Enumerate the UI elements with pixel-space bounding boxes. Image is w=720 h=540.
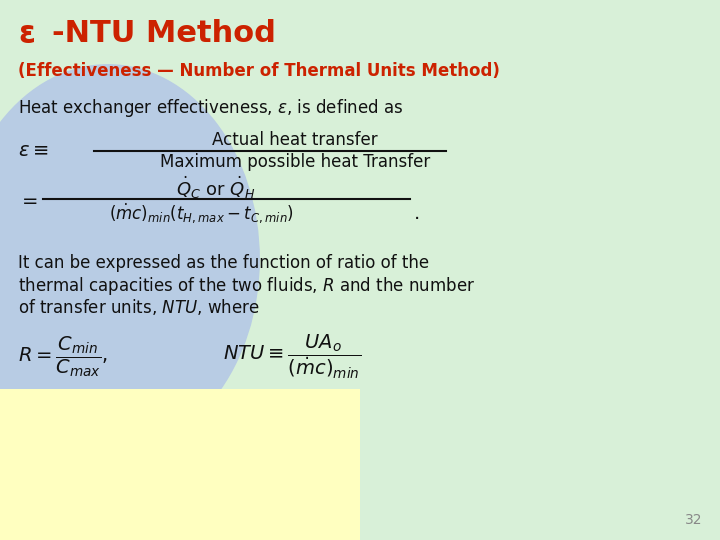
- Text: $\varepsilon\equiv$: $\varepsilon\equiv$: [18, 142, 48, 160]
- Text: It can be expressed as the function of ratio of the: It can be expressed as the function of r…: [18, 254, 429, 272]
- Text: Actual heat transfer: Actual heat transfer: [212, 131, 378, 150]
- Text: $R=\dfrac{C_{min}}{C_{max}},$: $R=\dfrac{C_{min}}{C_{max}},$: [18, 334, 108, 379]
- Text: Heat exchanger effectiveness, $\varepsilon$, is defined as: Heat exchanger effectiveness, $\varepsil…: [18, 97, 403, 119]
- Text: $=$: $=$: [18, 190, 38, 210]
- FancyBboxPatch shape: [0, 389, 360, 540]
- Ellipse shape: [0, 65, 259, 454]
- Text: $\mathbf{\varepsilon}$: $\mathbf{\varepsilon}$: [18, 19, 35, 50]
- Text: $(\dot{m}c)_{min}(t_{H,max}-t_{C,min})$: $(\dot{m}c)_{min}(t_{H,max}-t_{C,min})$: [109, 201, 294, 225]
- Text: Maximum possible heat Transfer: Maximum possible heat Transfer: [160, 153, 431, 171]
- Text: $\dot{Q}_C\ \mathrm{or}\ \dot{Q}_H$: $\dot{Q}_C\ \mathrm{or}\ \dot{Q}_H$: [176, 174, 256, 200]
- Text: 32: 32: [685, 512, 702, 526]
- Text: -NTU Method: -NTU Method: [52, 19, 276, 48]
- Text: .: .: [414, 204, 420, 223]
- Text: thermal capacities of the two fluids, $R$ and the number: thermal capacities of the two fluids, $R…: [18, 275, 475, 298]
- Text: $NTU\equiv\dfrac{UA_o}{(\dot{m}c)_{min}}$: $NTU\equiv\dfrac{UA_o}{(\dot{m}c)_{min}}…: [223, 332, 361, 381]
- Text: (Effectiveness — Number of Thermal Units Method): (Effectiveness — Number of Thermal Units…: [18, 62, 500, 80]
- Text: of transfer units, $NTU$, where: of transfer units, $NTU$, where: [18, 297, 259, 317]
